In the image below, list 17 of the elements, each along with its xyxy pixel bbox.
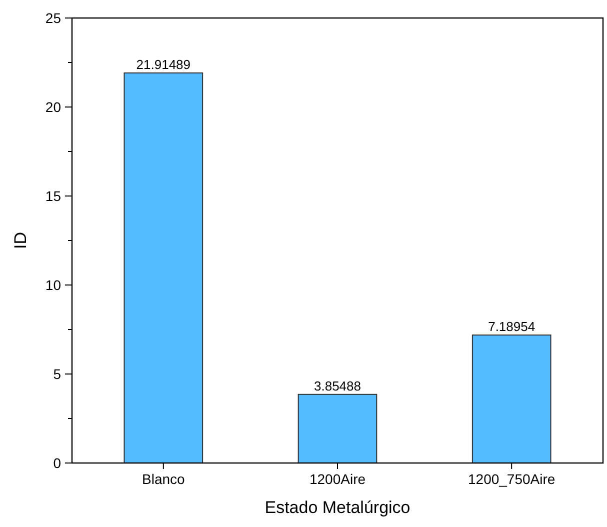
y-tick-label: 5 xyxy=(53,366,62,382)
x-tick-label: Blanco xyxy=(142,471,186,487)
bar xyxy=(298,394,378,464)
y-tick-label: 25 xyxy=(45,10,62,26)
y-tick-label: 10 xyxy=(45,276,62,293)
x-axis-title: Estado Metalúrgico xyxy=(264,498,410,517)
y-tick-label: 0 xyxy=(53,454,62,471)
y-axis-title: ID xyxy=(11,232,30,249)
x-tick-label: 1200_750Aire xyxy=(468,471,556,487)
x-tick-label: 1200Aire xyxy=(309,471,366,487)
bar xyxy=(472,334,552,464)
bar xyxy=(124,72,204,464)
y-tick-label: 20 xyxy=(45,98,62,115)
data-label: 21.91489 xyxy=(136,56,191,72)
data-label: 3.85488 xyxy=(314,378,361,394)
data-label: 7.18954 xyxy=(488,319,536,334)
y-tick-label: 15 xyxy=(45,188,62,204)
